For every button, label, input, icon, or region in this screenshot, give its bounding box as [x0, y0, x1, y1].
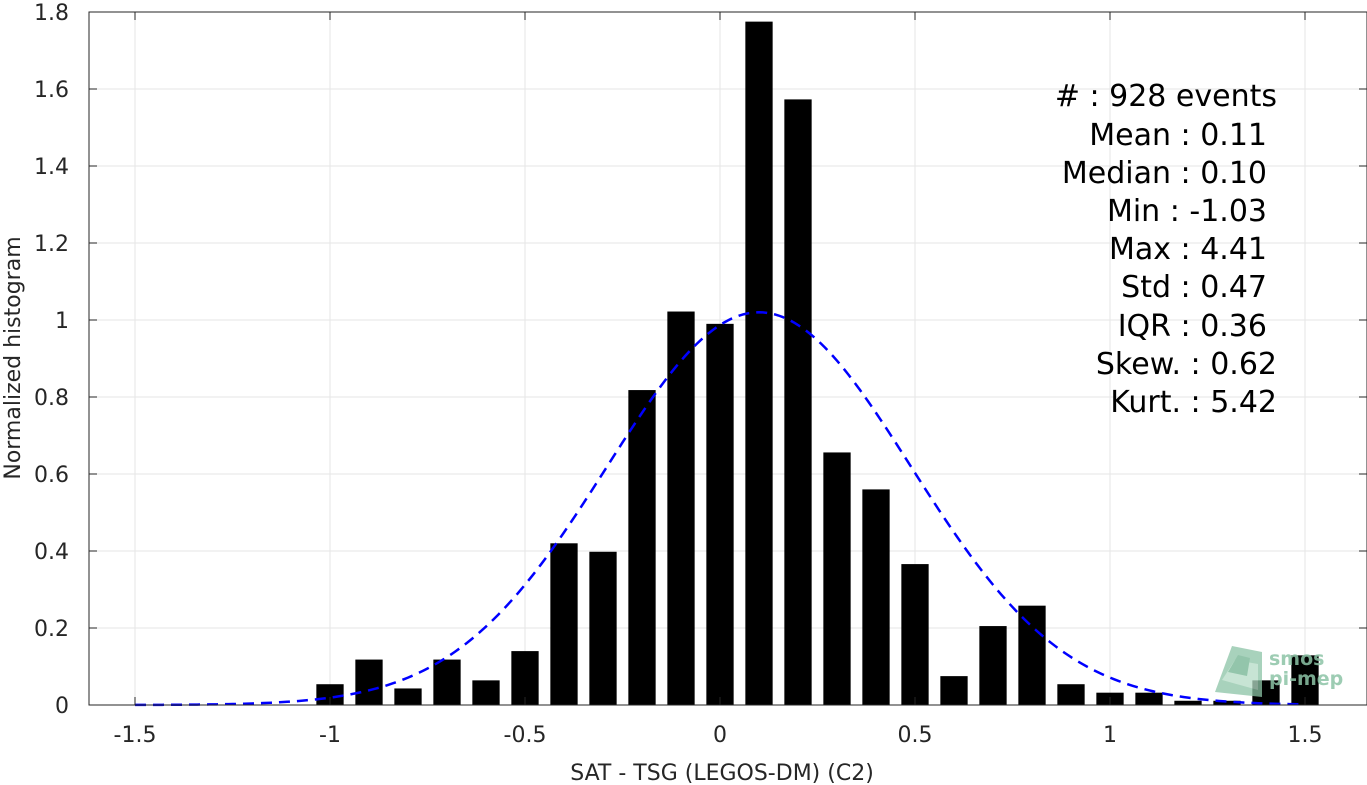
- logo-line-1: smos: [1269, 648, 1324, 670]
- x-tick-label: -0.5: [504, 723, 547, 748]
- histogram-bar: [1213, 700, 1241, 705]
- histogram-bar: [550, 543, 578, 705]
- y-tick-label: 1.2: [34, 232, 69, 257]
- y-axis-ticks: 0 0.2 0.4 0.6 0.8 1 1.2 1.4 1.6 1.8: [34, 1, 1367, 719]
- x-tick-label: 0: [713, 723, 727, 748]
- histogram-bar: [823, 452, 851, 705]
- y-tick-label: 0: [55, 694, 69, 719]
- x-tick-label: 0.5: [898, 723, 933, 748]
- y-tick-label: 1.4: [34, 155, 69, 180]
- histogram-bar: [1174, 700, 1202, 705]
- stat-max: Max : 4.41: [1109, 232, 1267, 267]
- histogram-bar: [394, 688, 422, 705]
- histogram-bar: [1057, 684, 1085, 705]
- histogram-bar: [316, 684, 344, 705]
- y-tick-label: 1.8: [34, 1, 69, 26]
- histogram-bar: [979, 626, 1007, 705]
- histogram-bar: [745, 21, 773, 705]
- histogram-bar: [706, 323, 734, 705]
- smos-pimep-logo: smos pi-mep: [1215, 646, 1343, 697]
- stat-kurt: Kurt. : 5.42: [1110, 385, 1277, 420]
- x-axis-ticks: -1.5 -1 -0.5 0 0.5 1 1.5: [114, 12, 1323, 748]
- stat-min: Min : -1.03: [1107, 194, 1267, 229]
- y-tick-label: 1.6: [34, 78, 69, 103]
- histogram-bar: [862, 489, 890, 705]
- y-axis-label: Normalized histogram: [1, 236, 26, 479]
- logo-line-2: pi-mep: [1269, 668, 1343, 690]
- histogram-bars: [316, 21, 1319, 705]
- x-axis-label: SAT - TSG (LEGOS-DM) (C2): [570, 761, 874, 785]
- histogram-bar: [589, 551, 617, 705]
- y-tick-label: 0.2: [34, 617, 69, 642]
- stat-mean: Mean : 0.11: [1089, 118, 1267, 153]
- histogram-bar: [355, 659, 383, 705]
- histogram-bar: [1018, 605, 1046, 705]
- stat-median: Median : 0.10: [1062, 156, 1267, 191]
- histogram-bar: [1291, 655, 1319, 705]
- stat-iqr: IQR : 0.36: [1118, 309, 1267, 344]
- smos-pimep-logo-icon: [1215, 646, 1262, 697]
- x-tick-label: -1: [319, 723, 341, 748]
- statistics-box: # : 928 events Mean : 0.11 Median : 0.10…: [1055, 79, 1277, 420]
- histogram-bar: [940, 676, 968, 705]
- x-tick-label: 1: [1103, 723, 1117, 748]
- histogram-bar: [511, 651, 539, 705]
- y-tick-label: 0.8: [34, 386, 69, 411]
- histogram-bar: [472, 680, 500, 705]
- plot-frame: [88, 11, 1367, 706]
- stat-events: # : 928 events: [1055, 79, 1277, 114]
- stat-std: Std : 0.47: [1121, 270, 1267, 305]
- x-tick-label: -1.5: [114, 723, 157, 748]
- histogram-bar: [628, 390, 656, 705]
- histogram-bar: [667, 311, 695, 705]
- y-tick-label: 1: [55, 309, 69, 334]
- histogram-bar: [901, 564, 929, 705]
- histogram-bar: [784, 99, 812, 705]
- x-tick-label: 1.5: [1288, 723, 1323, 748]
- histogram-bar: [1135, 692, 1163, 705]
- stat-skew: Skew. : 0.62: [1096, 347, 1277, 382]
- y-tick-label: 0.4: [34, 540, 69, 565]
- y-tick-label: 0.6: [34, 463, 69, 488]
- histogram-bar: [433, 659, 461, 705]
